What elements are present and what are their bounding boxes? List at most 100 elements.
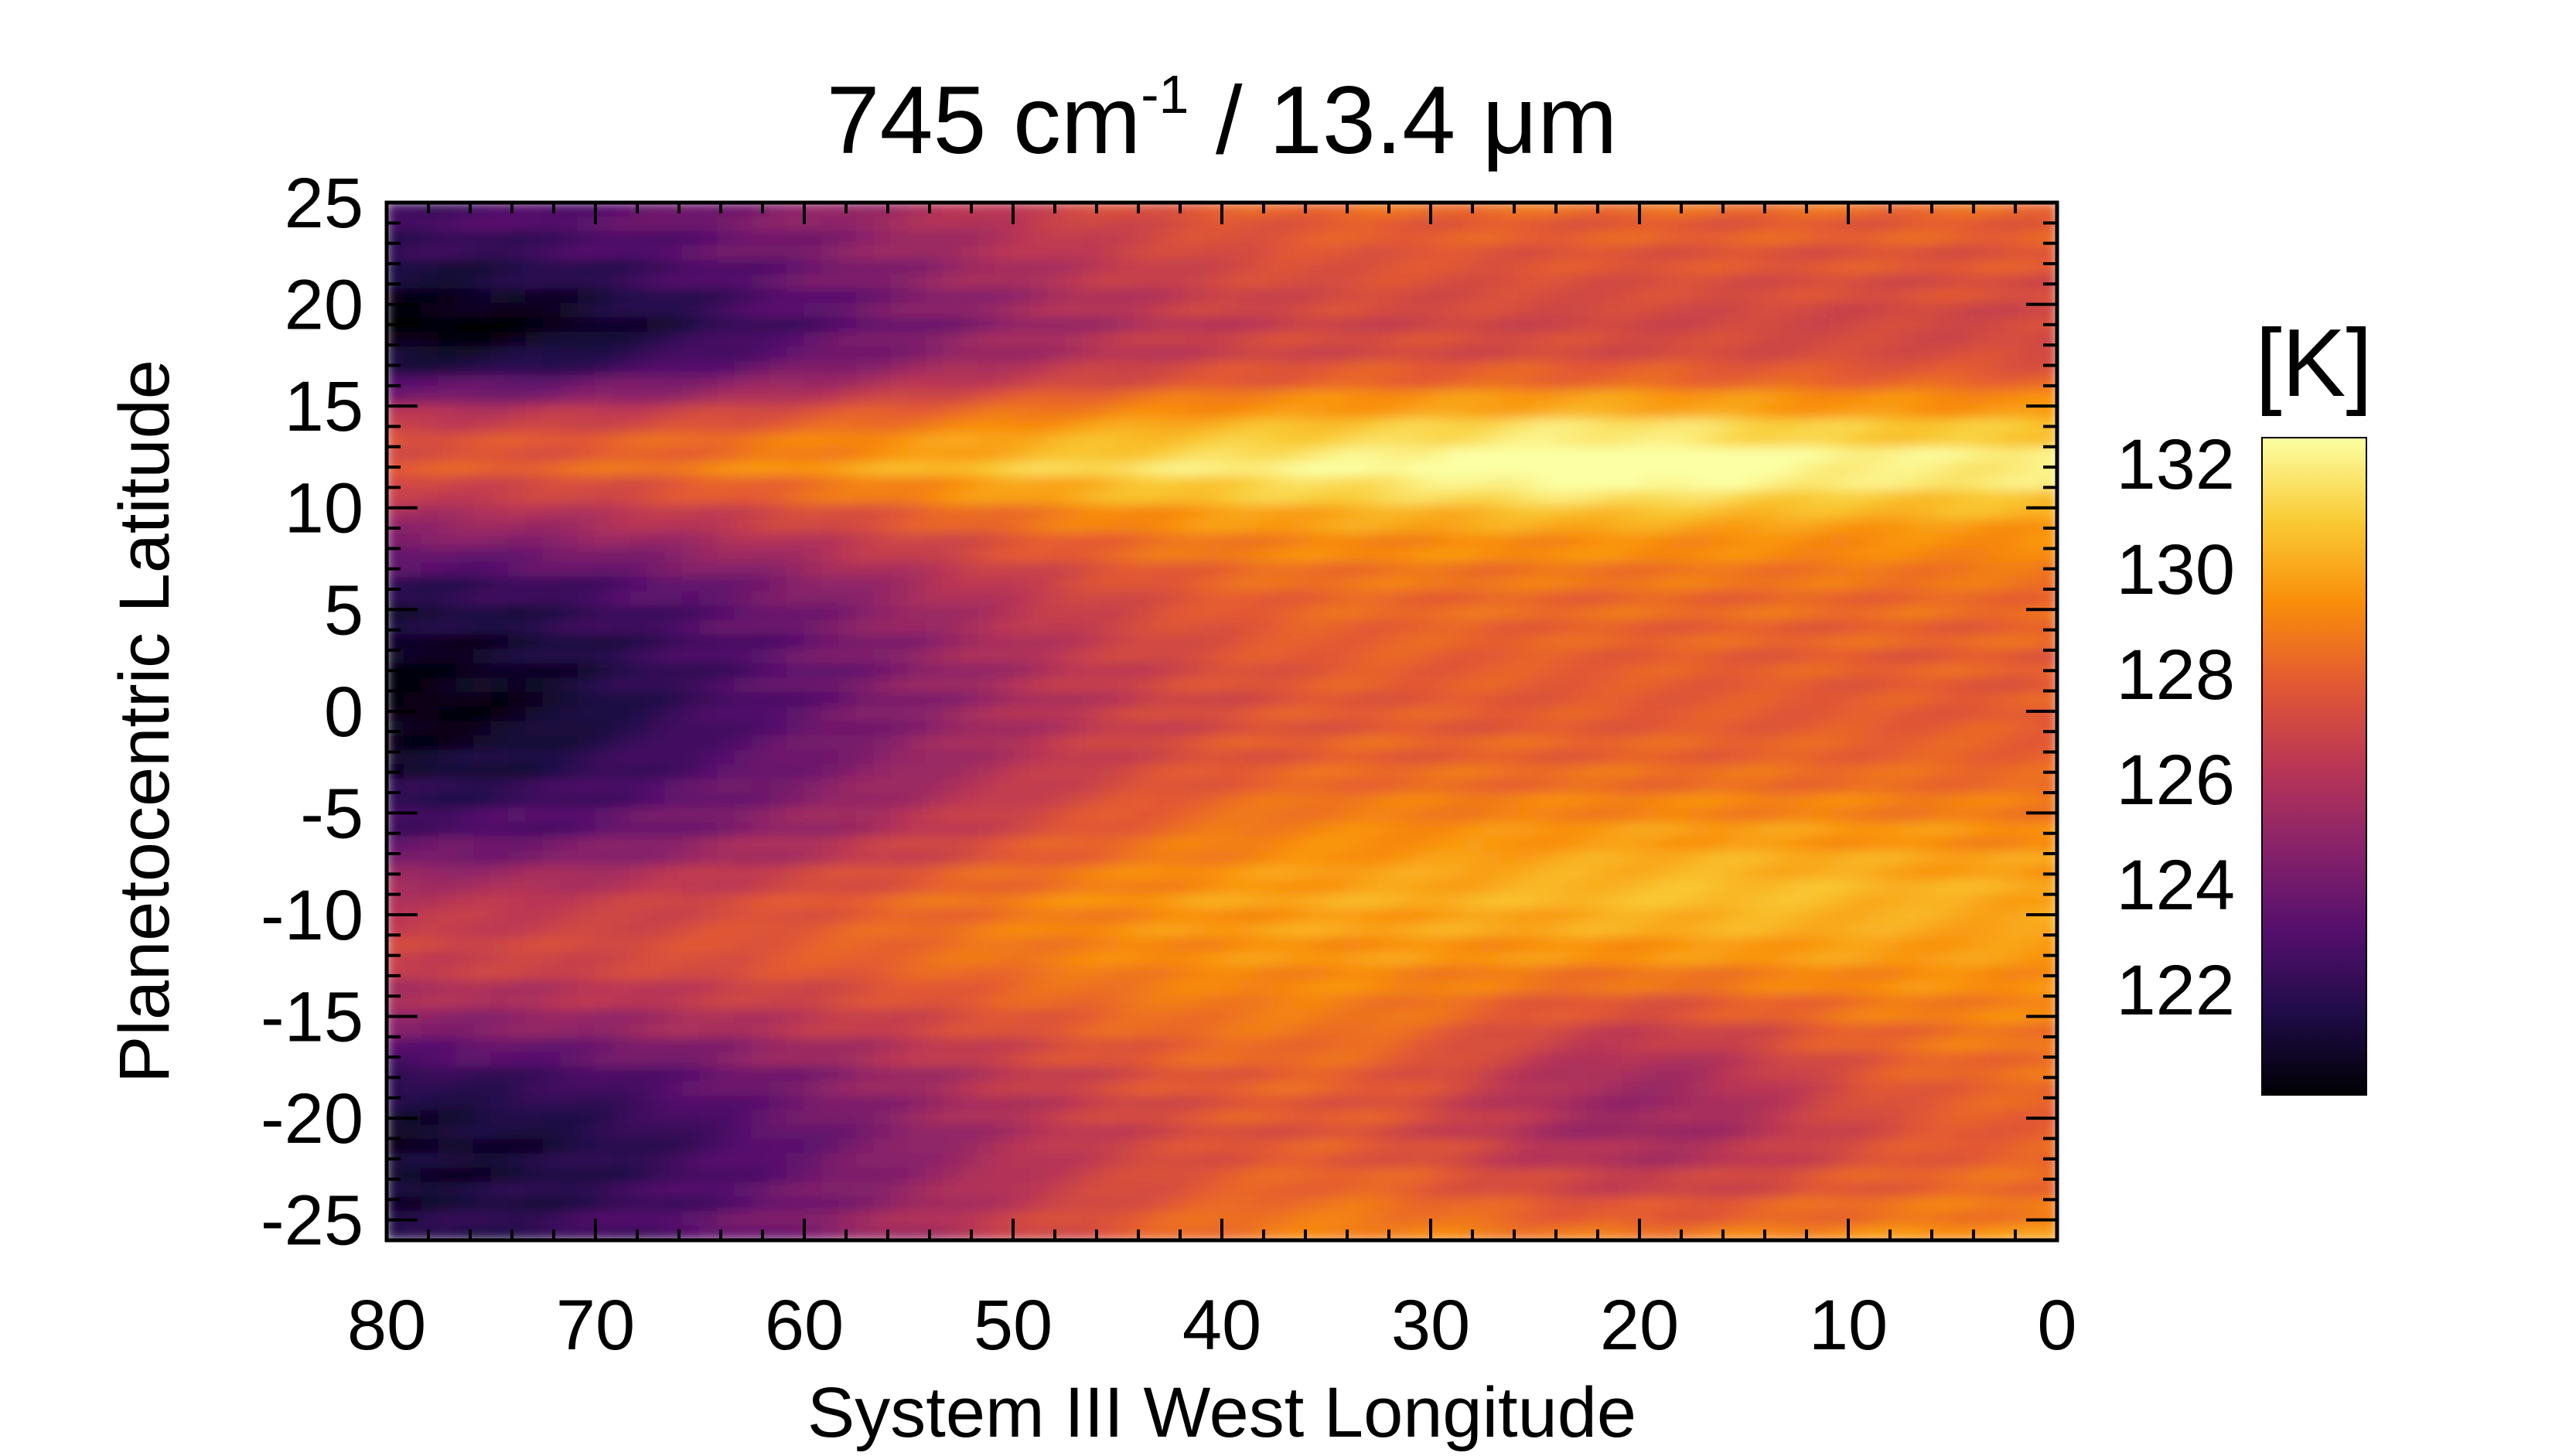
heatmap-cell [1795,519,1814,535]
heatmap-cell [1952,302,1971,319]
heatmap-cell [1186,260,1206,275]
heatmap-cell [1273,203,1292,218]
heatmap-cell [1377,807,1397,823]
heatmap-cell [1899,203,1919,218]
heatmap-cell [1412,821,1431,837]
heatmap-cell [595,432,614,448]
heatmap-cell [960,922,979,939]
heatmap-cell [803,649,823,664]
heatmap-cell [1256,692,1275,708]
heatmap-cell [421,217,440,232]
heatmap-cell [1813,547,1832,564]
heatmap-cell [1517,894,1536,909]
heatmap-cell [1656,591,1675,607]
heatmap-cell [455,230,475,247]
heatmap-cell [1360,447,1380,463]
heatmap-cell [647,836,666,852]
heatmap-cell [612,332,631,347]
heatmap-cell [2004,779,2023,794]
heatmap-cell [769,807,788,823]
heatmap-cell [908,721,927,737]
heatmap-cell [1377,562,1397,578]
heatmap-cell [1099,418,1118,434]
heatmap-cell [1203,836,1223,852]
heatmap-cell [1221,346,1240,362]
heatmap-cell [438,721,457,737]
heatmap-cell [1499,879,1519,895]
heatmap-cell [2004,404,2023,420]
heatmap-cell [577,851,596,866]
heatmap-cell [2039,360,2057,377]
heatmap-cell [1430,519,1449,535]
heatmap-cell [1134,245,1153,261]
heatmap-cell [751,203,770,218]
heatmap-cell [1708,807,1728,823]
heatmap-cell [1238,260,1257,275]
heatmap-cell [716,302,735,319]
heatmap-cell [595,288,614,304]
heatmap-cell [387,547,405,564]
heatmap-cell [1708,864,1728,881]
heatmap-cell [943,864,962,881]
heatmap-cell [612,649,631,664]
heatmap-cell [455,432,475,448]
heatmap-cell [1012,894,1032,909]
heatmap-cell [1082,793,1101,809]
heatmap-cell [1169,649,1188,664]
heatmap-cell [1987,288,2006,304]
heatmap-cell [595,375,614,390]
heatmap-cell [1117,619,1136,636]
heatmap-cell [1847,605,1867,622]
heatmap-cell [2021,591,2041,607]
heatmap-cell [1551,879,1571,895]
heatmap-cell [1656,649,1675,664]
heatmap-cell [421,634,440,650]
heatmap-cell [421,591,440,607]
heatmap-cell [2039,245,2057,261]
heatmap-cell [1795,649,1814,664]
heatmap-cell [1517,634,1536,650]
heatmap-cell [1343,807,1362,823]
heatmap-cell [1778,577,1797,592]
heatmap-cell [1691,562,1710,578]
heatmap-cell [1778,692,1797,708]
heatmap-cell [1064,476,1083,492]
heatmap-cell [1012,663,1032,679]
heatmap-cell [577,476,596,492]
heatmap-cell [1917,317,1936,333]
heatmap-cell [421,764,440,780]
heatmap-cell [1256,591,1275,607]
heatmap-cell [977,504,997,520]
heatmap-cell [1151,547,1171,564]
heatmap-cell [1134,217,1153,232]
heatmap-cell [1830,851,1849,866]
heatmap-cell [1865,577,1884,592]
heatmap-cell [629,302,649,319]
heatmap-cell [1151,476,1171,492]
heatmap-cell [595,332,614,347]
heatmap-cell [838,288,858,304]
heatmap-cell [1273,404,1292,420]
heatmap-cell [1569,779,1588,794]
heatmap-cell [525,447,544,463]
heatmap-cell [1656,404,1675,420]
heatmap-cell [1847,203,1867,218]
heatmap-cell [1169,937,1188,953]
heatmap-cell [1186,793,1206,809]
heatmap-cell [786,375,805,390]
heatmap-cell [664,260,684,275]
heatmap-cell [1899,404,1919,420]
heatmap-cell [699,851,718,866]
heatmap-cell [1482,779,1501,794]
heatmap-cell [1604,418,1623,434]
heatmap-cell [769,937,788,953]
heatmap-cell [403,346,422,362]
heatmap-cell [421,346,440,362]
heatmap-cell [1273,217,1292,232]
heatmap-cell [1830,605,1849,622]
heatmap-cell [1534,836,1554,852]
heatmap-cell [1499,562,1519,578]
heatmap-cell [1186,634,1206,650]
heatmap-cell [1186,577,1206,592]
heatmap-cell [1012,793,1032,809]
